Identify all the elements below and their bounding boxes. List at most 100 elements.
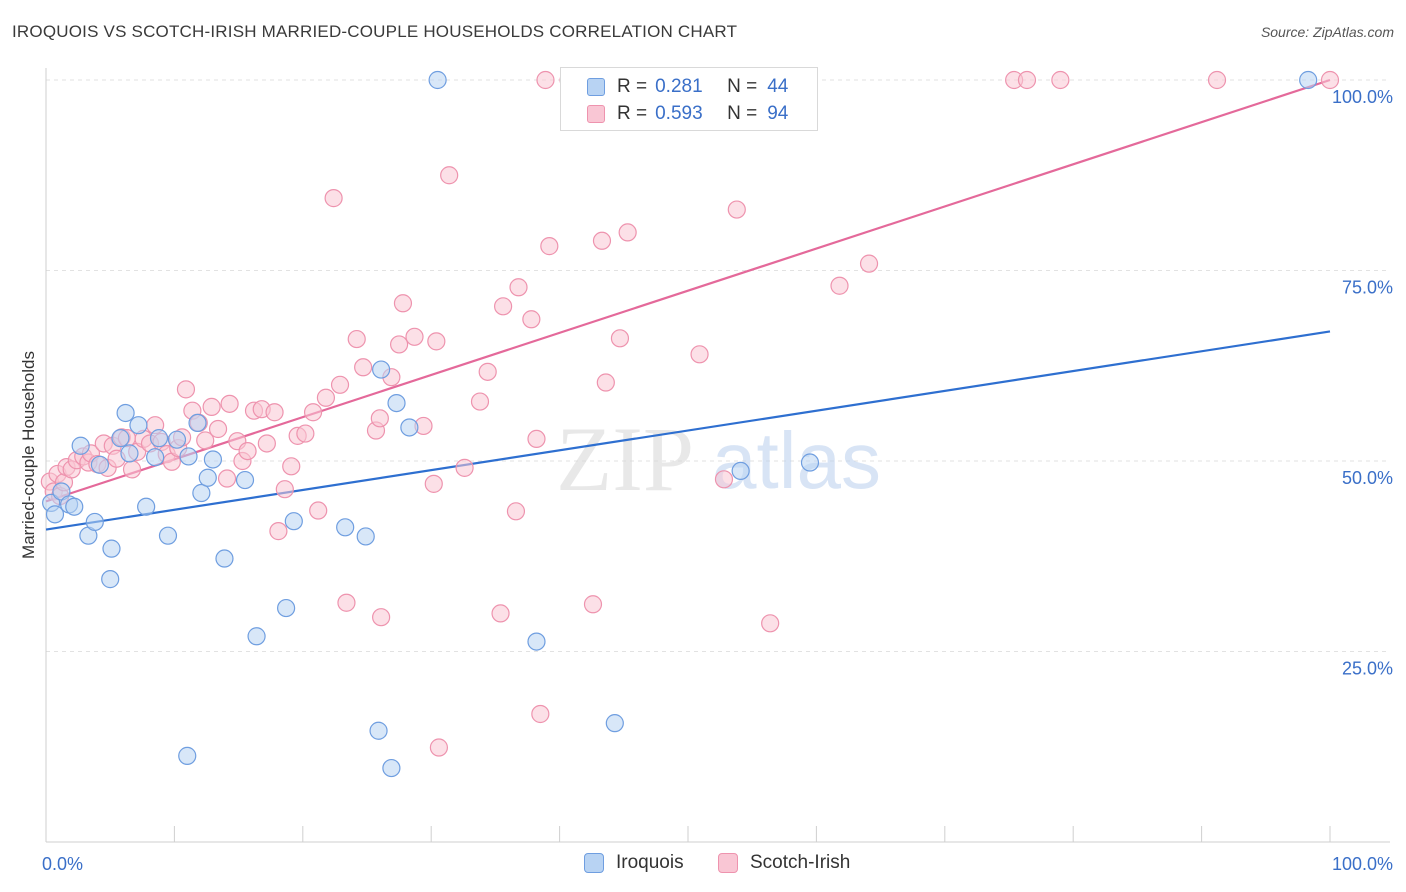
scotch-irish-point — [618, 223, 637, 242]
iroquois-point — [111, 429, 130, 448]
legend-item-scotch-irish: Scotch-Irish — [718, 852, 850, 874]
scotch-irish-point — [506, 502, 526, 521]
iroquois-point — [369, 721, 388, 740]
scotch-irish-point — [427, 332, 446, 351]
x-tick-label: 0.0% — [42, 854, 83, 874]
scotch-irish-point — [238, 441, 257, 461]
iroquois-point — [382, 758, 401, 778]
iroquois-point — [179, 447, 198, 466]
iroquois-point — [116, 403, 135, 423]
iroquois-trend-line — [45, 330, 1331, 531]
axes — [45, 68, 1390, 843]
r-label: R = — [617, 76, 648, 97]
iroquois-point — [90, 455, 110, 474]
iroquois-point — [146, 448, 165, 467]
scotch-irish-point — [257, 434, 276, 453]
y-tick-label: 50.0% — [1342, 468, 1393, 488]
iroquois-point — [158, 526, 178, 545]
n-label: N = — [727, 76, 758, 97]
y-axis-label: Married-couple Households — [19, 351, 38, 559]
scotch-irish-point — [269, 522, 288, 541]
watermark-zip: ZIP — [556, 408, 694, 510]
iroquois-point — [247, 627, 266, 646]
scotch-irish-point — [309, 501, 328, 520]
scotch-irish-point — [208, 419, 228, 439]
scotch-irish-point — [429, 738, 449, 757]
n-value: 94 — [767, 103, 789, 124]
scotch-irish-point — [220, 394, 239, 413]
iroquois-point — [45, 505, 65, 524]
scotch-irish-point — [440, 166, 459, 185]
correlation-legend: R = 0.281 N = 44 R = 0.593 N = 94 — [560, 67, 818, 131]
legend-row-scotch-irish: R = 0.593 N = 94 — [587, 102, 788, 126]
r-label: R = — [617, 103, 648, 124]
chart-title: IROQUOIS VS SCOTCH-IRISH MARRIED-COUPLE … — [12, 22, 738, 41]
iroquois-point — [428, 70, 447, 90]
iroquois-point — [605, 714, 624, 733]
grid-lines — [46, 79, 1390, 652]
scotch-irish-point — [337, 593, 356, 612]
scotch-irish-point — [405, 327, 424, 346]
scotch-irish-point — [282, 457, 301, 476]
legend-row-iroquois: R = 0.281 N = 44 — [587, 75, 788, 99]
iroquois-point — [120, 444, 139, 463]
scotch-irish-point — [592, 231, 612, 250]
data-points — [40, 70, 1340, 778]
scotch-irish-point — [491, 604, 510, 623]
iroquois-point — [284, 512, 303, 531]
scotch-irish-point — [540, 237, 559, 256]
scotch-irish-legend-swatch — [718, 853, 738, 873]
scotch-irish-point — [1320, 70, 1340, 90]
scotch-irish-point — [296, 424, 315, 443]
scotch-irish-point — [1207, 70, 1227, 90]
iroquois-point — [85, 512, 104, 532]
scotch-irish-point — [455, 458, 474, 477]
n-label: N = — [727, 103, 758, 124]
scotch-irish-point — [372, 608, 391, 627]
iroquois-swatch — [587, 78, 605, 96]
scotch-irish-point — [527, 429, 546, 449]
iroquois-point — [149, 429, 169, 448]
scotch-irish-point — [509, 278, 528, 297]
scotch-irish-point — [494, 297, 513, 316]
scotch-irish-point — [859, 254, 879, 273]
iroquois-point — [400, 418, 419, 437]
iroquois-point — [71, 436, 90, 455]
scotch-irish-point — [275, 480, 294, 499]
scotch-irish-point — [217, 469, 237, 488]
legend-label-scotch-irish: Scotch-Irish — [750, 852, 851, 873]
scotch-irish-point — [393, 294, 413, 313]
scotch-irish-point — [347, 329, 366, 349]
iroquois-point — [527, 632, 546, 651]
iroquois-point — [101, 570, 120, 589]
scotch-irish-point — [370, 409, 389, 428]
scotch-irish-point — [1017, 70, 1037, 90]
scotch-irish-point — [1051, 70, 1070, 90]
iroquois-point — [129, 416, 148, 435]
scotch-irish-point — [583, 595, 603, 614]
iroquois-point — [800, 453, 820, 472]
iroquois-point — [336, 518, 355, 537]
scotch-irish-point — [714, 470, 734, 489]
n-value: 44 — [767, 76, 789, 97]
iroquois-point — [235, 470, 255, 490]
iroquois-point — [198, 468, 217, 487]
x-tick-label: 100.0% — [1332, 854, 1393, 874]
r-value: 0.593 — [655, 103, 703, 124]
iroquois-point — [102, 539, 121, 558]
scotch-irish-point — [478, 362, 497, 381]
iroquois-point — [167, 430, 187, 449]
scotch-irish-point — [390, 335, 409, 354]
y-tick-label: 100.0% — [1332, 87, 1393, 107]
iroquois-point — [215, 549, 234, 568]
iroquois-point — [203, 450, 223, 469]
iroquois-point — [65, 497, 84, 516]
r-value: 0.281 — [655, 76, 703, 97]
legend-item-iroquois: Iroquois — [584, 852, 684, 874]
scotch-irish-point — [610, 329, 630, 348]
scotch-irish-point — [330, 375, 350, 394]
source-credit: Source: ZipAtlas.com — [1260, 24, 1394, 40]
y-tick-label: 75.0% — [1342, 278, 1393, 298]
scotch-irish-point — [316, 388, 336, 407]
scotch-irish-point — [265, 403, 284, 422]
